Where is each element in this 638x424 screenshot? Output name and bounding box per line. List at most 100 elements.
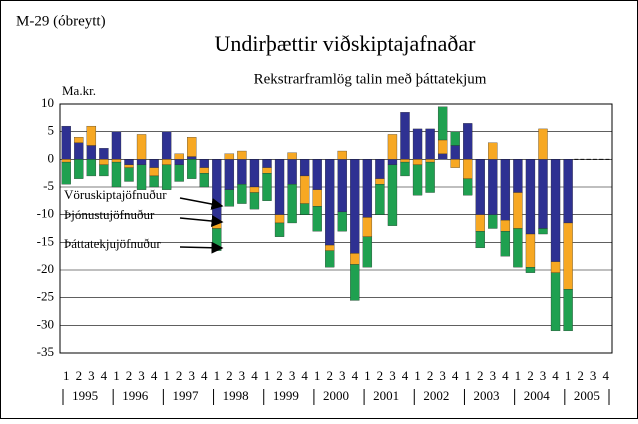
bar-segment bbox=[136, 159, 147, 166]
bar-segment bbox=[274, 159, 285, 215]
bar-segment bbox=[325, 250, 335, 268]
chart-subtitle: Rekstrarframlög talin með þáttatekjum bbox=[254, 71, 487, 87]
bar-segment bbox=[400, 161, 410, 177]
x-tick-label: 3 bbox=[239, 368, 246, 383]
bar-segment bbox=[224, 153, 235, 160]
x-tick-label: 1 bbox=[364, 368, 371, 383]
x-tick-label: 2 bbox=[427, 368, 434, 383]
bar-segment bbox=[488, 159, 498, 215]
year-label: 2005 bbox=[574, 388, 600, 403]
bar-segment bbox=[513, 159, 523, 193]
bar-segment bbox=[475, 231, 485, 249]
bar-segment bbox=[262, 159, 272, 168]
bar-segment bbox=[299, 159, 310, 177]
x-tick-label: 1 bbox=[565, 368, 572, 383]
bar-segment bbox=[61, 159, 71, 163]
bar-segment bbox=[262, 167, 272, 174]
bar-segment bbox=[450, 131, 460, 146]
bar-segment bbox=[337, 159, 347, 213]
bar-segment bbox=[525, 159, 536, 235]
year-label: 1997 bbox=[172, 388, 199, 403]
bar-segment bbox=[86, 145, 97, 160]
series-annotation: Þjónustujöfnuður bbox=[64, 207, 155, 222]
bar-segment bbox=[563, 289, 573, 332]
bar-segment bbox=[249, 192, 260, 210]
bar-segment bbox=[450, 159, 460, 168]
bar-segment bbox=[488, 142, 498, 160]
x-tick-label: 2 bbox=[76, 368, 83, 383]
bar-segment bbox=[550, 261, 561, 273]
bar-segment bbox=[237, 159, 247, 185]
bar-segment bbox=[237, 150, 247, 160]
bar-segment bbox=[287, 152, 297, 160]
x-tick-label: 4 bbox=[502, 368, 509, 383]
bar-segment bbox=[412, 164, 423, 196]
bar-segment bbox=[475, 214, 485, 232]
annotation-arrow bbox=[179, 215, 224, 227]
bar-segment bbox=[274, 222, 285, 237]
year-label: 2004 bbox=[524, 388, 551, 403]
x-tick-label: 1 bbox=[163, 368, 170, 383]
bar-segment bbox=[124, 164, 134, 168]
bar-segment bbox=[325, 159, 335, 246]
bar-segment bbox=[437, 153, 448, 160]
bar-segment bbox=[187, 137, 197, 157]
year-label: 2002 bbox=[423, 388, 449, 403]
y-tick-label: 10 bbox=[41, 95, 54, 110]
year-label: 2000 bbox=[323, 388, 349, 403]
bar-segment bbox=[249, 186, 260, 193]
bar-segment bbox=[149, 167, 159, 177]
bar-segment bbox=[387, 159, 398, 166]
bar-segment bbox=[525, 233, 536, 268]
bar-segment bbox=[187, 159, 197, 179]
bar-segment bbox=[375, 159, 385, 179]
x-tick-label: 4 bbox=[151, 368, 158, 383]
bar-segment bbox=[199, 167, 209, 174]
x-tick-label: 3 bbox=[88, 368, 95, 383]
y-tick-label: -35 bbox=[37, 344, 54, 359]
x-tick-label: 1 bbox=[214, 368, 221, 383]
bar-segment bbox=[99, 159, 109, 166]
y-tick-label: -20 bbox=[37, 261, 54, 276]
bar-segment bbox=[500, 159, 511, 221]
x-tick-label: 4 bbox=[602, 368, 609, 383]
year-label: 1995 bbox=[72, 388, 98, 403]
x-tick-label: 2 bbox=[176, 368, 183, 383]
bar-segment bbox=[149, 175, 159, 188]
x-tick-label: 1 bbox=[515, 368, 522, 383]
bar-segment bbox=[74, 137, 84, 143]
bar-segment bbox=[325, 244, 335, 251]
x-tick-label: 3 bbox=[490, 368, 497, 383]
bar-segment bbox=[463, 123, 473, 160]
bar-segment bbox=[337, 211, 347, 232]
y-tick-label: -25 bbox=[37, 289, 54, 304]
bar-segment bbox=[174, 153, 184, 160]
bar-segment bbox=[550, 159, 561, 262]
bar-segment bbox=[287, 159, 297, 185]
year-label: 2001 bbox=[373, 388, 399, 403]
series-annotation: Þáttatekjujöfnuður bbox=[64, 236, 161, 251]
bar-segment bbox=[513, 192, 523, 229]
bar-segment bbox=[299, 175, 310, 204]
bar-segment bbox=[111, 131, 122, 160]
bar-segment bbox=[174, 159, 184, 166]
bar-segment bbox=[400, 112, 410, 160]
bar-segment bbox=[312, 206, 322, 232]
bar-segment bbox=[500, 231, 511, 257]
bar-segment bbox=[74, 142, 84, 160]
bar-segment bbox=[99, 148, 109, 160]
bar-segment bbox=[463, 159, 473, 179]
bar-segment bbox=[249, 159, 260, 188]
bar-segment bbox=[400, 159, 410, 163]
x-tick-label: 3 bbox=[540, 368, 547, 383]
bar-segment bbox=[124, 167, 134, 182]
bar-segment bbox=[350, 264, 360, 301]
bar-segment bbox=[362, 159, 373, 218]
bar-segment bbox=[111, 159, 122, 163]
x-tick-label: 4 bbox=[201, 368, 208, 383]
x-tick-label: 2 bbox=[577, 368, 584, 383]
x-tick-label: 4 bbox=[101, 368, 108, 383]
bar-segment bbox=[187, 156, 197, 160]
bar-segment bbox=[437, 106, 448, 141]
